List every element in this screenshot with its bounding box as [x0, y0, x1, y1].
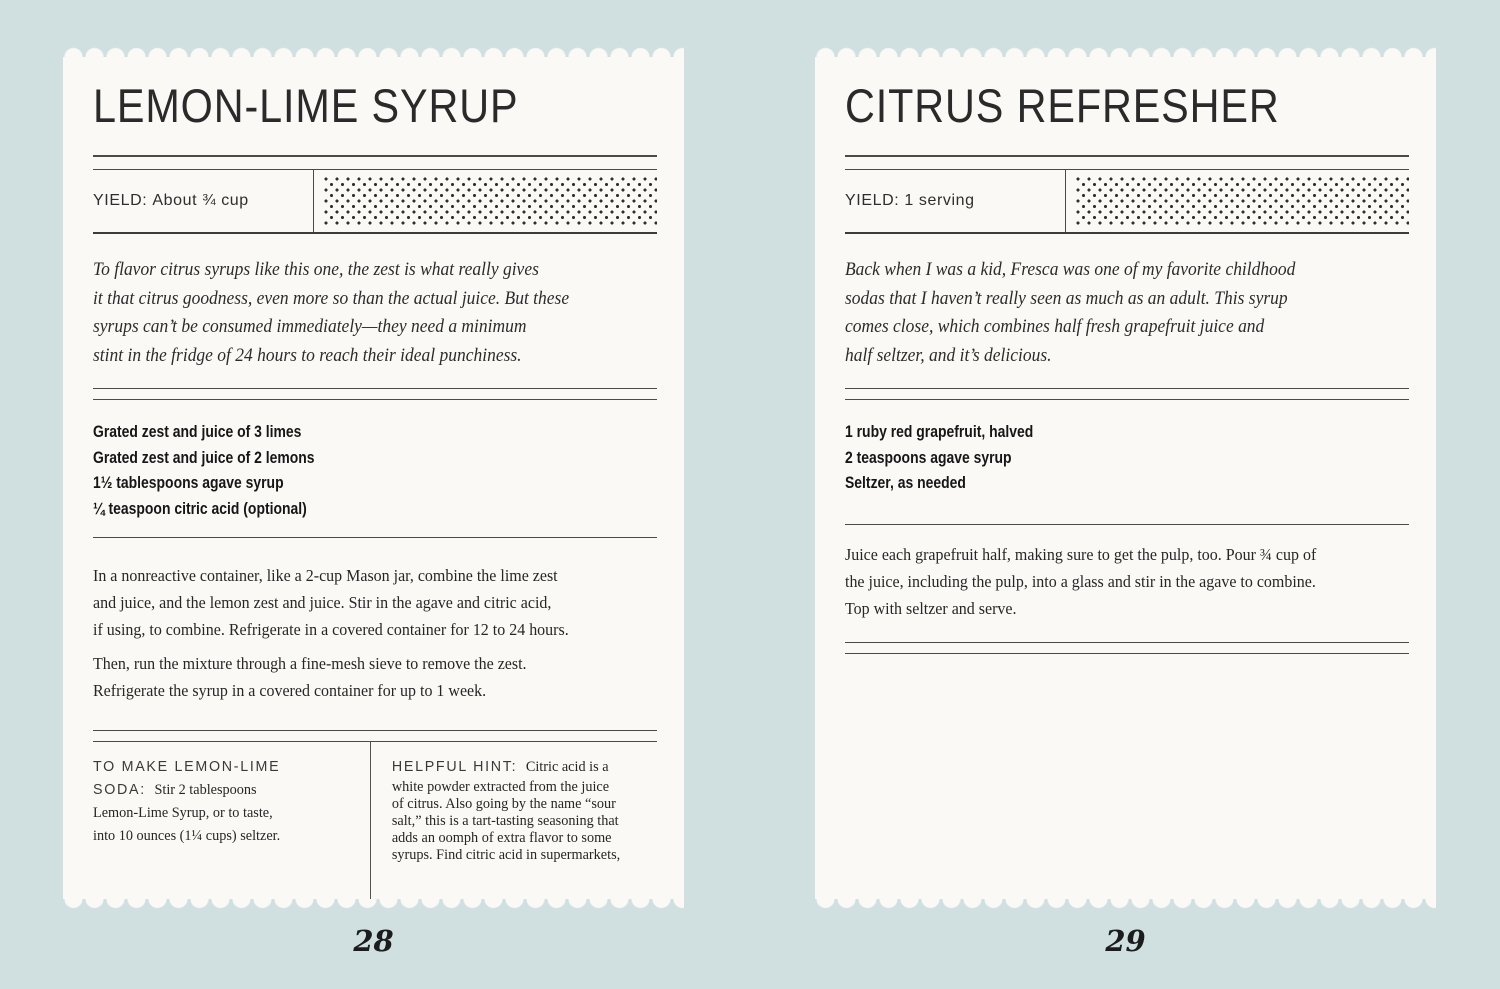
yield-label: YIELD:	[93, 192, 148, 210]
yield-cell: YIELD: 1 serving	[845, 170, 1066, 233]
deckle-edge-top	[815, 45, 1436, 57]
helpful-hint-note: HELPFUL HINT: Citric acid is a white powd…	[370, 742, 643, 899]
hint-heading: HELPFUL HINT:	[391, 758, 518, 776]
instruction-paragraph: Then, run the mixture through a fine-mes…	[93, 654, 527, 701]
recipe-intro: To flavor citrus syrups like this one, t…	[93, 259, 570, 366]
recipe-title: CITRUS REFRESHER	[845, 79, 1280, 132]
yield-value: 1 serving	[904, 192, 975, 210]
recipe-intro: Back when I was a kid, Fresca was one of…	[845, 259, 1296, 366]
yield-label: YIELD:	[845, 192, 900, 210]
divider-double-rule	[93, 388, 657, 401]
yield-row: YIELD: 1 serving	[845, 170, 1409, 235]
footer-notes: TO MAKE LEMON-LIME SODA: Stir 2 tablespoo…	[93, 742, 657, 899]
instructions: Juice each grapefruit half, making sure …	[845, 541, 1375, 622]
divider-single-rule	[93, 537, 657, 539]
divider-double-rule	[93, 155, 657, 171]
variation-heading: TO MAKE LEMON-LIME	[93, 758, 281, 776]
divider-double-rule	[845, 155, 1409, 171]
deckle-edge-bottom	[63, 899, 684, 911]
variation-heading: SODA:	[93, 781, 146, 799]
instruction-paragraph: Juice each grapefruit half, making sure …	[845, 544, 1317, 618]
yield-cell: YIELD: About ¾ cup	[93, 170, 314, 233]
deckle-edge-bottom	[815, 899, 1436, 911]
page-number: 29	[1105, 924, 1146, 958]
yield-value: About ¾ cup	[152, 192, 249, 210]
divider-double-rule	[845, 388, 1409, 401]
instructions: In a nonreactive container, like a 2-cup…	[93, 562, 623, 704]
recipe-title: LEMON-LIME SYRUP	[93, 79, 519, 132]
page-body: CITRUS REFRESHER YIELD: 1 serving Back w…	[815, 57, 1436, 899]
soda-variation-note: TO MAKE LEMON-LIME SODA: Stir 2 tablespoo…	[93, 758, 281, 845]
recipe-page-right: CITRUS REFRESHER YIELD: 1 serving Back w…	[815, 45, 1436, 911]
ingredients-list: 1 ruby red grapefruit, halved 2 teaspoons…	[845, 422, 1034, 493]
yield-row: YIELD: About ¾ cup	[93, 170, 657, 235]
page-number: 28	[353, 924, 394, 958]
divider-double-rule	[845, 641, 1409, 654]
divider-single-rule	[845, 523, 1409, 525]
divider-double-rule	[93, 730, 657, 743]
recipe-page-left: LEMON-LIME SYRUP YIELD: About ¾ cup To f…	[63, 45, 684, 911]
hint-text: white powder extracted from the juice of …	[391, 779, 621, 864]
dotted-pattern	[324, 177, 657, 226]
dotted-pattern	[1076, 177, 1409, 226]
ingredients-list: Grated zest and juice of 3 limes Grated z…	[93, 422, 315, 518]
deckle-edge-top	[63, 45, 684, 57]
page-body: LEMON-LIME SYRUP YIELD: About ¾ cup To f…	[63, 57, 684, 899]
instruction-paragraph: In a nonreactive container, like a 2-cup…	[93, 566, 569, 640]
